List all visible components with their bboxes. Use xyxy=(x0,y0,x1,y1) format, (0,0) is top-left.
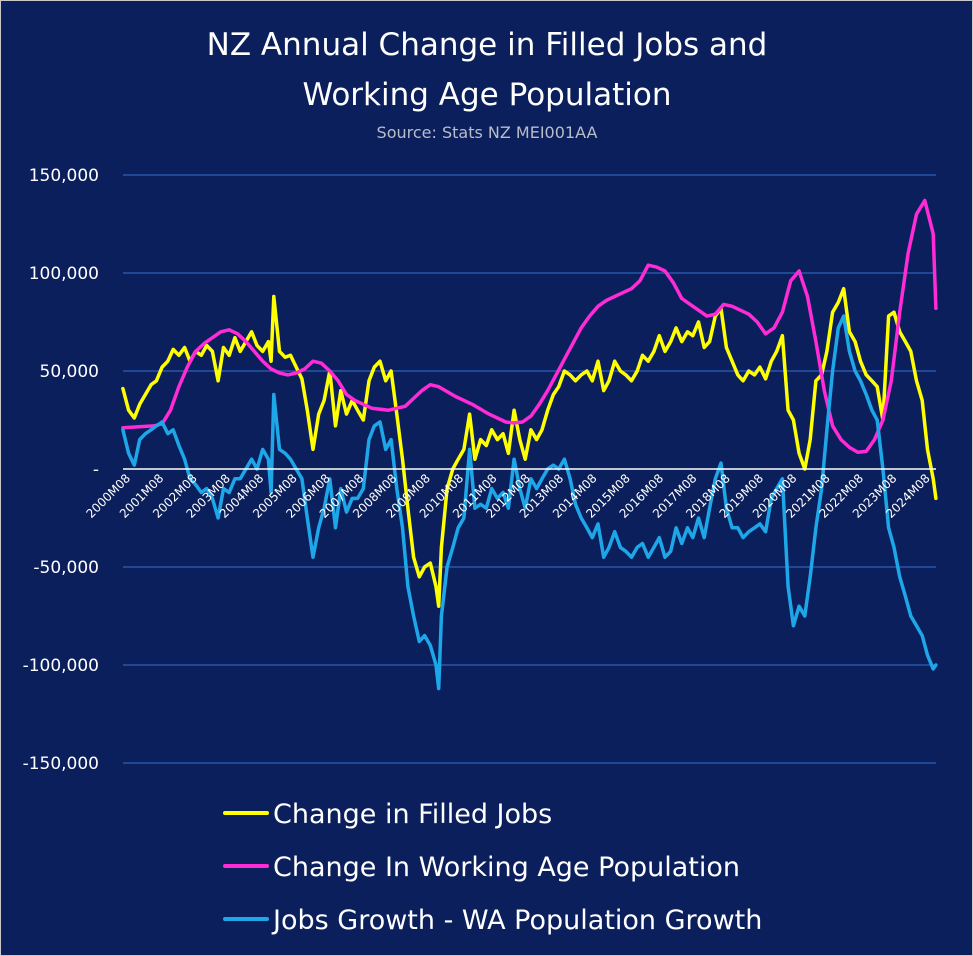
series-line-2 xyxy=(121,198,938,455)
legend-label: Change In Working Age Population xyxy=(273,852,740,883)
y-tick-label: -50,000 xyxy=(33,558,99,578)
chart-title-line2: Working Age Population xyxy=(303,77,672,113)
legend: Change in Filled Jobs Change In Working A… xyxy=(223,799,762,936)
legend-label: Change in Filled Jobs xyxy=(273,799,552,830)
series-line-1 xyxy=(121,286,938,608)
x-axis-ticks: 2000M082001M082002M082003M082004M082005M… xyxy=(84,471,933,521)
y-tick-label: 50,000 xyxy=(40,362,99,382)
series-line-3 xyxy=(121,314,938,691)
y-tick-label: -150,000 xyxy=(23,754,99,774)
gridlines xyxy=(123,174,936,764)
chart-title-line1: NZ Annual Change in Filled Jobs and xyxy=(207,27,768,63)
series-lines xyxy=(121,198,938,691)
y-tick-label: 100,000 xyxy=(29,264,99,284)
y-tick-label: - xyxy=(93,460,99,480)
legend-label: Jobs Growth - WA Population Growth xyxy=(271,905,762,936)
y-axis-ticks: 150,000 100,000 50,000 - -50,000 -100,000 -150… xyxy=(23,166,99,774)
y-tick-label: 150,000 xyxy=(29,166,99,186)
y-tick-label: -100,000 xyxy=(23,656,99,676)
chart-subtitle: Source: Stats NZ MEI001AA xyxy=(377,123,598,142)
